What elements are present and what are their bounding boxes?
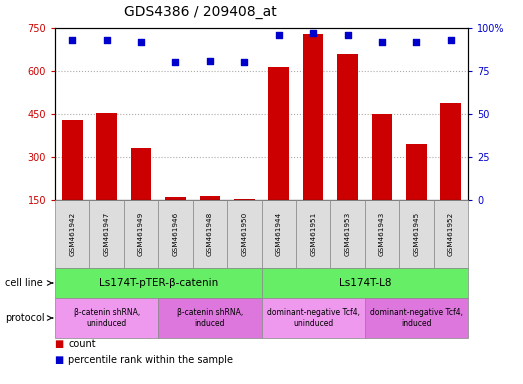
Text: percentile rank within the sample: percentile rank within the sample (68, 355, 233, 365)
Text: GSM461949: GSM461949 (138, 212, 144, 256)
Bar (303, 34, 323, 243)
Text: β-catenin shRNA,
uninduced: β-catenin shRNA, uninduced (74, 308, 140, 328)
Point (344, 32, 352, 38)
Text: GSM461947: GSM461947 (104, 212, 110, 256)
Point (309, 30, 317, 36)
Text: GSM461944: GSM461944 (276, 212, 282, 256)
Point (412, 39, 420, 45)
Point (137, 39, 145, 45)
Text: β-catenin shRNA,
induced: β-catenin shRNA, induced (177, 308, 243, 328)
Bar (200, 196, 220, 243)
Text: Ls174T-pTER-β-catenin: Ls174T-pTER-β-catenin (99, 278, 218, 288)
Bar (96, 113, 117, 243)
Bar (337, 54, 358, 243)
Point (447, 37, 455, 43)
Text: dominant-negative Tcf4,
uninduced: dominant-negative Tcf4, uninduced (267, 308, 360, 328)
Bar (234, 199, 255, 243)
Text: protocol: protocol (5, 313, 44, 323)
Text: GSM461945: GSM461945 (413, 212, 419, 256)
Point (240, 59, 248, 65)
Text: dominant-negative Tcf4,
induced: dominant-negative Tcf4, induced (370, 308, 463, 328)
Point (171, 59, 179, 65)
Text: GDS4386 / 209408_at: GDS4386 / 209408_at (123, 5, 276, 19)
Bar (406, 144, 427, 243)
Text: count: count (68, 339, 96, 349)
Bar (131, 148, 151, 243)
Text: cell line: cell line (5, 278, 43, 288)
Text: GSM461948: GSM461948 (207, 212, 213, 256)
Point (378, 39, 386, 45)
Text: GSM461943: GSM461943 (379, 212, 385, 256)
Bar (440, 103, 461, 243)
Text: GSM461951: GSM461951 (310, 212, 316, 256)
Text: GSM461942: GSM461942 (69, 212, 75, 256)
Text: GSM461953: GSM461953 (345, 212, 350, 256)
Point (206, 58, 214, 64)
Text: ■: ■ (55, 355, 67, 365)
Text: Ls174T-L8: Ls174T-L8 (338, 278, 391, 288)
Bar (62, 120, 83, 243)
Point (103, 37, 111, 43)
Bar (165, 197, 186, 243)
Point (275, 32, 283, 38)
Point (68, 37, 76, 43)
Text: GSM461952: GSM461952 (448, 212, 454, 256)
Text: ■: ■ (55, 339, 67, 349)
Text: GSM461946: GSM461946 (173, 212, 178, 256)
Bar (372, 114, 392, 243)
Bar (268, 67, 289, 243)
Text: GSM461950: GSM461950 (241, 212, 247, 256)
